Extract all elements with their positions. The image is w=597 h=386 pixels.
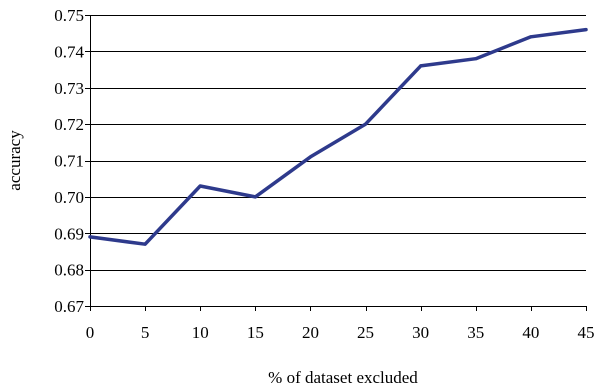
series-line (88, 27, 588, 246)
y-tick-label: 0.69 (54, 224, 84, 243)
x-tick-label: 35 (467, 323, 484, 342)
y-tick-label: 0.71 (54, 152, 84, 171)
x-tick-label: 0 (86, 323, 95, 342)
data-point (529, 35, 533, 39)
y-tick-label: 0.75 (54, 6, 84, 25)
x-tick-label: 30 (412, 323, 429, 342)
y-tick-label: 0.68 (54, 261, 84, 280)
data-point (253, 195, 257, 199)
x-tick-label: 45 (578, 323, 595, 342)
y-tick-label: 0.72 (54, 115, 84, 134)
data-point (419, 64, 423, 68)
data-point (584, 28, 588, 32)
x-axis-title: % of dataset excluded (268, 368, 418, 386)
x-tick-label: 15 (247, 323, 264, 342)
y-tick-label: 0.67 (54, 297, 84, 316)
series (88, 27, 588, 246)
gridlines (85, 15, 587, 311)
data-point (198, 184, 202, 188)
data-point (474, 57, 478, 61)
x-tick-labels: 0 5 10 15 20 25 30 35 40 45 (86, 323, 595, 342)
data-point (88, 235, 92, 239)
data-point (143, 242, 147, 246)
x-tick-label: 5 (141, 323, 150, 342)
data-point (364, 122, 368, 126)
x-tick-label: 25 (357, 323, 374, 342)
y-tick-label: 0.70 (54, 188, 84, 207)
axes (90, 15, 586, 307)
x-tick-label: 40 (522, 323, 539, 342)
x-tick-label: 20 (302, 323, 319, 342)
y-tick-labels: 0.67 0.68 0.69 0.70 0.71 0.72 0.73 0.74 0.75 (54, 6, 84, 316)
data-point (308, 155, 312, 159)
y-tick-label: 0.73 (54, 79, 84, 98)
y-tick-label: 0.74 (54, 42, 84, 61)
y-axis-title: accuracy (5, 130, 24, 191)
x-tick-label: 10 (192, 323, 209, 342)
